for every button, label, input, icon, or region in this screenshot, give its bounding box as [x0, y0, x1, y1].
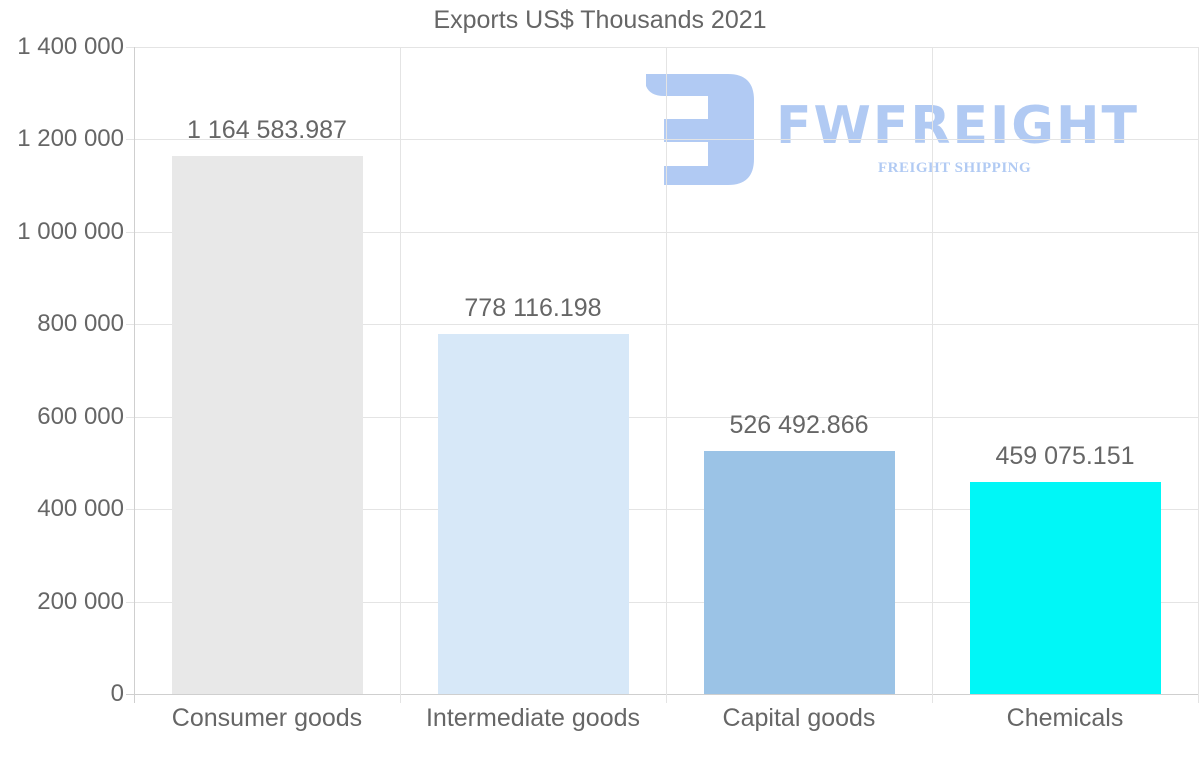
y-tick-label: 0 [110, 680, 124, 707]
bar-value-label: 526 492.866 [729, 410, 869, 439]
watermark-brand: FWFREIGHT [776, 96, 1139, 156]
watermark-tagline: FREIGHT SHIPPING [878, 160, 1032, 176]
x-tick-label: Capital goods [722, 704, 876, 732]
y-tick-label: 600 000 [37, 402, 124, 430]
gridline-vertical [932, 47, 933, 703]
gridline-horizontal [126, 139, 1198, 141]
plot-area: 1 164 583.987 778 116.198 526 492.866 459 0… [126, 47, 1199, 703]
bar-consumer-goods[interactable] [171, 155, 363, 694]
gridline-vertical [666, 47, 667, 703]
y-tick-label: 1 400 000 [17, 33, 124, 60]
gridline-vertical [400, 47, 401, 703]
gridline-horizontal [126, 47, 1198, 48]
bar-value-label: 459 075.151 [995, 441, 1135, 470]
bar-value-label: 778 116.198 [464, 294, 602, 323]
gridline-horizontal [126, 231, 1198, 233]
gridline-horizontal [126, 601, 1198, 603]
x-tick-label: Consumer goods [171, 704, 363, 732]
gridline-horizontal [126, 324, 1198, 326]
x-tick-label: Chemicals [1006, 704, 1124, 732]
x-tick-label: Intermediate goods [425, 704, 641, 732]
y-tick-label: 200 000 [37, 587, 124, 615]
bar-chemicals[interactable] [969, 481, 1161, 694]
bar-value-label: 1 164 583.987 [187, 115, 347, 144]
fwfreight-watermark: FWFREIGHT FREIGHT SHIPPING [646, 72, 1156, 187]
gridline-vertical [134, 47, 135, 703]
gridline-horizontal [126, 416, 1198, 418]
chart-title: Exports US$ Thousands 2021 [433, 6, 767, 34]
y-tick-label: 800 000 [37, 310, 124, 338]
gridline-horizontal [126, 694, 1198, 695]
gridline-horizontal [126, 509, 1198, 511]
y-tick-label: 1 200 000 [17, 125, 124, 153]
bar-capital-goods[interactable] [703, 450, 895, 694]
bar-intermediate-goods[interactable] [437, 334, 629, 694]
fwfreight-logo-icon [646, 74, 754, 185]
y-tick-label: 1 000 000 [17, 217, 124, 245]
y-tick-label: 400 000 [37, 495, 124, 523]
gridline-vertical [1198, 47, 1199, 703]
